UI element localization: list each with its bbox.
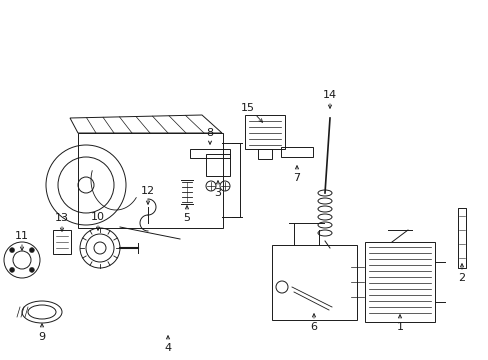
Text: 1: 1 xyxy=(396,322,403,332)
Circle shape xyxy=(10,248,15,253)
Circle shape xyxy=(29,267,34,273)
Text: 7: 7 xyxy=(293,173,300,183)
Bar xyxy=(364,242,434,322)
Bar xyxy=(205,154,229,176)
Circle shape xyxy=(10,267,15,273)
Text: 2: 2 xyxy=(458,273,465,283)
Bar xyxy=(271,245,356,320)
Text: 4: 4 xyxy=(164,343,171,353)
Text: 11: 11 xyxy=(15,231,29,241)
Text: 3: 3 xyxy=(214,188,221,198)
Text: 12: 12 xyxy=(141,186,155,196)
Bar xyxy=(281,147,312,157)
Bar xyxy=(190,149,229,158)
Bar xyxy=(457,208,465,268)
Bar xyxy=(244,115,285,149)
Text: 15: 15 xyxy=(241,103,254,113)
Text: 10: 10 xyxy=(91,212,105,222)
Bar xyxy=(53,230,71,254)
Bar xyxy=(78,133,223,228)
Text: 14: 14 xyxy=(322,90,336,100)
Circle shape xyxy=(29,248,34,253)
Text: 8: 8 xyxy=(206,128,213,138)
Text: 9: 9 xyxy=(39,332,45,342)
Text: 13: 13 xyxy=(55,213,69,223)
Text: 5: 5 xyxy=(183,213,190,223)
Text: 6: 6 xyxy=(310,322,317,332)
Bar xyxy=(258,149,271,159)
